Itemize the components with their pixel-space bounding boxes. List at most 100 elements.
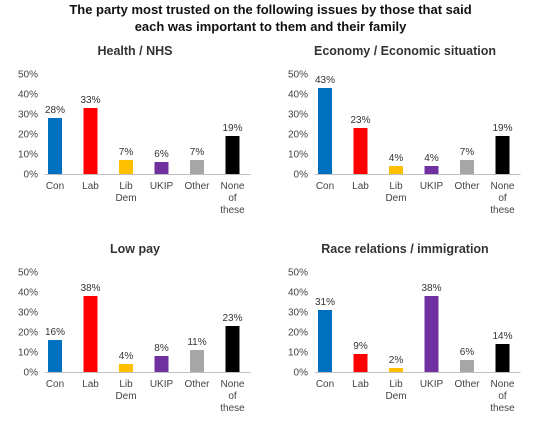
y-tick-label: 40% [288,288,308,299]
data-label-other: 7% [190,147,205,158]
y-tick-label: 40% [288,90,308,101]
data-label-con: 16% [45,327,65,338]
chart-economy: Economy / Economic situation 0% 10% 20% 30% 4… [288,44,521,216]
y-tick-label: 20% [18,130,38,141]
bar-con [318,310,332,372]
main-title: The party most trusted on the following … [0,1,541,35]
data-label-other: 6% [460,347,475,358]
y-tick-label: 10% [18,150,38,161]
category-label-ukip: UKIP [420,379,444,390]
data-label-ukip: 4% [424,153,439,164]
bar-ukip [154,356,169,372]
bar-other [190,350,204,372]
category-label-lib-dem: Lib Dem [115,379,136,402]
y-tick-label: 30% [18,308,38,319]
data-label-other: 7% [460,147,475,158]
category-label-other: Other [454,379,480,390]
data-label-none-of-these: 19% [222,123,242,134]
data-label-con: 43% [315,75,335,86]
bar-none-of-these [225,326,240,372]
category-label-lib-dem: Lib Dem [385,379,406,402]
y-tick-label: 20% [288,130,308,141]
data-label-ukip: 38% [421,283,441,294]
y-tick-label: 0% [24,170,39,181]
data-label-lib-dem: 4% [389,153,404,164]
chart-health-nhs: Health / NHS 0% 10% 20% 30% 40% 50% 28% Con 33% La… [18,44,251,216]
main-title-line-2: each was important to them and their fam… [134,19,407,34]
panel-title: Economy / Economic situation [314,44,496,58]
category-label-none-of-these: None of these [490,379,515,414]
y-tick-label: 20% [288,328,308,339]
bar-lib-dem [389,166,403,174]
category-label-con: Con [316,181,334,192]
bar-lib-dem [389,368,403,372]
chart-race-immigration: Race relations / immigration 0% 10% 20% 30% 4… [288,242,521,414]
data-label-lib-dem: 4% [119,351,134,362]
bar-lab [353,128,368,174]
y-tick-label: 30% [288,110,308,121]
category-label-lab: Lab [82,379,99,390]
bar-con [48,340,62,372]
data-label-con: 31% [315,297,335,308]
bar-ukip [424,166,439,174]
y-tick-label: 0% [294,170,309,181]
bar-lab [83,296,98,372]
bar-con [318,88,332,174]
category-label-lab: Lab [82,181,99,192]
data-label-lib-dem: 2% [389,355,404,366]
data-label-ukip: 8% [154,343,169,354]
category-label-other: Other [454,181,480,192]
bar-ukip [154,162,169,174]
y-tick-label: 40% [18,288,38,299]
y-tick-label: 30% [18,110,38,121]
data-label-none-of-these: 19% [492,123,512,134]
category-label-con: Con [46,379,64,390]
y-tick-label: 50% [18,70,38,81]
category-label-ukip: UKIP [150,181,174,192]
y-tick-label: 10% [18,348,38,359]
data-label-ukip: 6% [154,149,169,160]
bar-ukip [424,296,439,372]
category-label-con: Con [46,181,64,192]
chart-low-pay: Low pay 0% 10% 20% 30% 40% 50% 16% Con 38% Lab 4% Li… [18,242,251,414]
data-label-other: 11% [187,337,206,348]
bar-lib-dem [119,364,133,372]
bar-other [460,160,474,174]
bar-lab [83,108,98,174]
y-tick-label: 0% [294,368,309,379]
category-label-lab: Lab [352,379,369,390]
category-label-none-of-these: None of these [220,181,245,216]
y-tick-label: 50% [288,268,308,279]
panel-title: Health / NHS [97,44,172,58]
data-label-con: 28% [45,105,65,116]
panel-title: Low pay [110,242,160,256]
bar-con [48,118,62,174]
y-tick-label: 10% [288,150,308,161]
y-tick-label: 50% [288,70,308,81]
category-label-other: Other [184,181,210,192]
data-label-none-of-these: 14% [492,331,512,342]
category-label-con: Con [316,379,334,390]
y-tick-label: 10% [288,348,308,359]
bar-lib-dem [119,160,133,174]
data-label-lib-dem: 7% [119,147,134,158]
y-tick-label: 50% [18,268,38,279]
data-label-lab: 38% [80,283,100,294]
category-label-other: Other [184,379,210,390]
category-label-lib-dem: Lib Dem [115,181,136,204]
y-tick-label: 0% [24,368,39,379]
main-title-line-1: The party most trusted on the following … [69,2,472,17]
panel-title: Race relations / immigration [321,242,488,256]
category-label-none-of-these: None of these [490,181,515,216]
category-label-lab: Lab [352,181,369,192]
bar-lab [353,354,368,372]
data-label-lab: 23% [350,115,370,126]
bar-none-of-these [495,136,510,174]
bar-other [190,160,204,174]
data-label-none-of-these: 23% [222,313,242,324]
bar-none-of-these [225,136,240,174]
category-label-none-of-these: None of these [220,379,245,414]
bar-other [460,360,474,372]
data-label-lab: 9% [353,341,368,352]
category-label-ukip: UKIP [420,181,444,192]
